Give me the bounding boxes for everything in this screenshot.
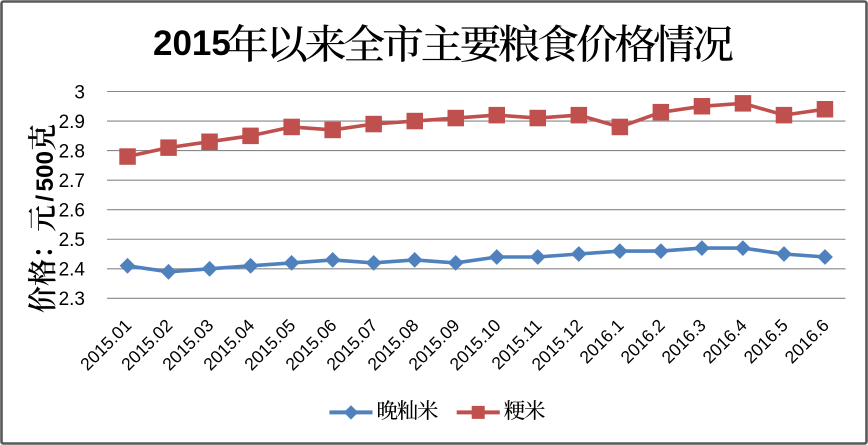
svg-text:3: 3 [74, 82, 85, 103]
svg-text:2015: 2015 [153, 24, 231, 63]
svg-text:2.4: 2.4 [59, 260, 86, 281]
svg-text:2.9: 2.9 [59, 112, 85, 133]
svg-text:2.7: 2.7 [59, 171, 85, 192]
svg-text:500: 500 [32, 151, 59, 192]
svg-text:2.8: 2.8 [59, 141, 85, 162]
svg-text:2.6: 2.6 [59, 201, 85, 222]
svg-text:2.3: 2.3 [59, 289, 85, 310]
svg-text:/: / [32, 195, 59, 202]
svg-text:2.5: 2.5 [59, 230, 85, 251]
